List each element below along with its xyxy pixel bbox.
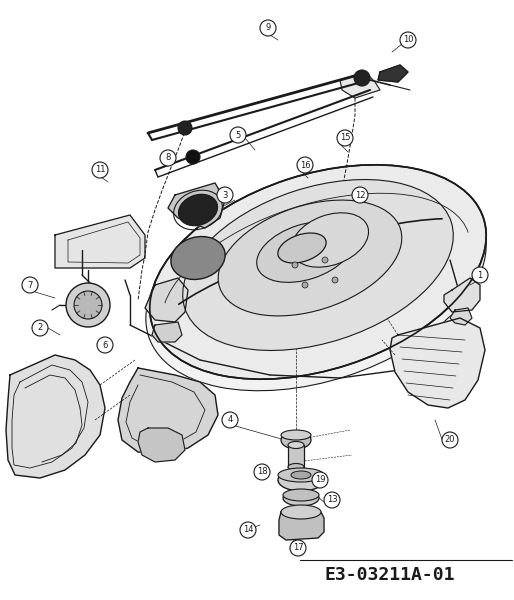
Polygon shape — [378, 65, 408, 82]
Ellipse shape — [278, 233, 326, 263]
Circle shape — [302, 282, 308, 288]
Circle shape — [186, 150, 200, 164]
Circle shape — [74, 291, 102, 319]
Ellipse shape — [278, 469, 324, 491]
Circle shape — [260, 20, 276, 36]
Text: 13: 13 — [327, 496, 337, 505]
Circle shape — [290, 540, 306, 556]
Circle shape — [337, 130, 353, 146]
Circle shape — [217, 187, 233, 203]
Text: 1: 1 — [478, 271, 483, 280]
Circle shape — [354, 70, 370, 86]
Text: 9: 9 — [265, 23, 271, 32]
Circle shape — [332, 277, 338, 283]
Text: 6: 6 — [102, 340, 108, 349]
Text: 11: 11 — [95, 166, 105, 175]
Polygon shape — [55, 215, 145, 268]
Text: 4: 4 — [227, 415, 233, 425]
Text: 15: 15 — [340, 133, 350, 142]
Circle shape — [324, 492, 340, 508]
Circle shape — [222, 412, 238, 428]
Circle shape — [160, 150, 176, 166]
Text: 18: 18 — [256, 467, 267, 476]
Circle shape — [240, 522, 256, 538]
Text: 10: 10 — [403, 35, 413, 44]
Text: 17: 17 — [292, 544, 303, 553]
Text: 5: 5 — [235, 130, 241, 139]
Circle shape — [66, 283, 110, 327]
Circle shape — [178, 121, 192, 135]
Polygon shape — [450, 308, 472, 325]
Polygon shape — [138, 428, 185, 462]
Ellipse shape — [171, 236, 225, 280]
Circle shape — [297, 157, 313, 173]
Circle shape — [442, 432, 458, 448]
Polygon shape — [152, 322, 182, 342]
Ellipse shape — [281, 431, 311, 449]
Ellipse shape — [291, 471, 311, 479]
Ellipse shape — [283, 489, 319, 501]
Polygon shape — [118, 368, 218, 455]
Ellipse shape — [281, 505, 321, 519]
Polygon shape — [390, 318, 485, 408]
Circle shape — [312, 472, 328, 488]
Circle shape — [400, 32, 416, 48]
Ellipse shape — [288, 442, 304, 449]
Polygon shape — [6, 355, 105, 478]
Ellipse shape — [283, 490, 319, 506]
Text: 19: 19 — [315, 475, 325, 485]
Text: 20: 20 — [445, 436, 455, 445]
Circle shape — [472, 267, 488, 283]
Text: 7: 7 — [27, 280, 33, 289]
Ellipse shape — [291, 213, 369, 267]
Ellipse shape — [150, 165, 486, 379]
Polygon shape — [444, 278, 480, 312]
Polygon shape — [279, 512, 324, 540]
Circle shape — [322, 257, 328, 263]
Ellipse shape — [178, 194, 217, 226]
Text: 8: 8 — [166, 154, 171, 163]
Circle shape — [92, 162, 108, 178]
Text: 14: 14 — [243, 526, 253, 535]
Ellipse shape — [288, 463, 304, 470]
Text: 16: 16 — [300, 160, 310, 169]
Circle shape — [97, 337, 113, 353]
Ellipse shape — [182, 179, 453, 350]
Ellipse shape — [218, 200, 402, 316]
Ellipse shape — [281, 430, 311, 440]
Ellipse shape — [278, 468, 324, 482]
Ellipse shape — [292, 490, 310, 500]
Circle shape — [230, 127, 246, 143]
Polygon shape — [145, 278, 188, 322]
Ellipse shape — [256, 221, 353, 283]
Polygon shape — [168, 183, 225, 228]
Circle shape — [352, 187, 368, 203]
Circle shape — [22, 277, 38, 293]
Circle shape — [292, 262, 298, 268]
Circle shape — [32, 320, 48, 336]
Ellipse shape — [146, 173, 486, 391]
Ellipse shape — [291, 469, 311, 481]
Polygon shape — [340, 72, 380, 98]
Bar — [288, 445, 304, 467]
Circle shape — [254, 464, 270, 480]
Text: 12: 12 — [355, 191, 365, 199]
Text: 3: 3 — [223, 191, 228, 199]
Text: E3-03211A-01: E3-03211A-01 — [325, 566, 455, 584]
Text: 2: 2 — [38, 323, 43, 332]
